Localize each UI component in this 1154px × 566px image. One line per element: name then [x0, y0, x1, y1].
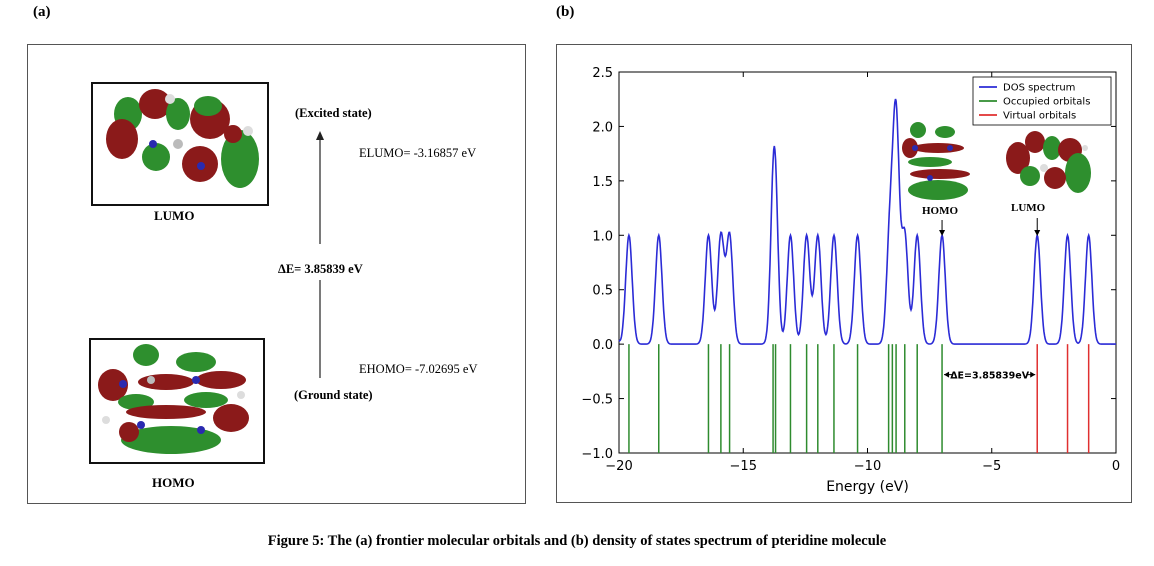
homo-orbital-thumbnail [902, 122, 970, 200]
legend-label: Virtual orbitals [1003, 111, 1076, 122]
y-tick-label: 1.5 [592, 175, 613, 190]
homo-energy-value: EHOMO= -7.02695 eV [359, 362, 478, 376]
lumo-arrowhead [1034, 230, 1041, 236]
dos-chart: 2.5 2.0 1.5 1.0 0.5 0.0 −0.5 −1.0−20 −15 −10 −5 0 En… [581, 66, 1120, 495]
homo-label: HOMO [152, 475, 195, 490]
y-tick-label: 1.0 [592, 229, 613, 244]
x-tick-label: −5 [982, 459, 1001, 474]
panel-a-label: (a) [33, 4, 51, 20]
y-tick-label: 2.0 [592, 120, 613, 135]
legend-label: Occupied orbitals [1003, 97, 1090, 108]
lumo-orbital-thumbnail [1006, 131, 1091, 193]
energy-gap-value: ΔE= 3.85839 eV [278, 262, 363, 276]
y-tick-label: −1.0 [581, 447, 613, 462]
lumo-annotation: LUMO [1011, 202, 1046, 214]
y-tick-label: 0.0 [592, 338, 613, 353]
excited-state-label: (Excited state) [295, 106, 372, 120]
y-tick-label: 2.5 [592, 66, 613, 81]
ground-state-label: (Ground state) [294, 388, 373, 402]
lumo-label: LUMO [154, 208, 195, 223]
gap-label-bg [952, 367, 1028, 381]
dos-spectrum-line [618, 98, 1116, 345]
homo-arrowhead [939, 230, 946, 236]
homo-annotation: HOMO [922, 205, 959, 217]
figure-caption: Figure 5: The (a) frontier molecular orb… [267, 533, 887, 549]
legend-label: DOS spectrum [1003, 83, 1075, 94]
gap-arrowhead-left [944, 371, 950, 378]
x-tick-label: −20 [605, 459, 632, 474]
lumo-energy-value: ELUMO= -3.16857 eV [359, 146, 477, 160]
x-axis-label: Energy (eV) [826, 479, 909, 495]
gap-arrowhead-right [1030, 371, 1036, 378]
homo-orbital-image [89, 338, 265, 464]
panel-a-frame: LUMO (Excited state) ELUMO= -3.16857 eV … [27, 44, 526, 504]
y-tick-label: −0.5 [581, 393, 613, 408]
lumo-orbital-image [91, 82, 269, 206]
gap-label: ΔE=3.85839eV [950, 371, 1030, 382]
energy-arrow [316, 131, 324, 378]
x-tick-label: −10 [854, 459, 881, 474]
x-tick-label: −15 [730, 459, 757, 474]
x-tick-label: 0 [1112, 459, 1120, 474]
y-tick-label: 0.5 [592, 284, 613, 299]
panel-b-label: (b) [556, 4, 575, 20]
